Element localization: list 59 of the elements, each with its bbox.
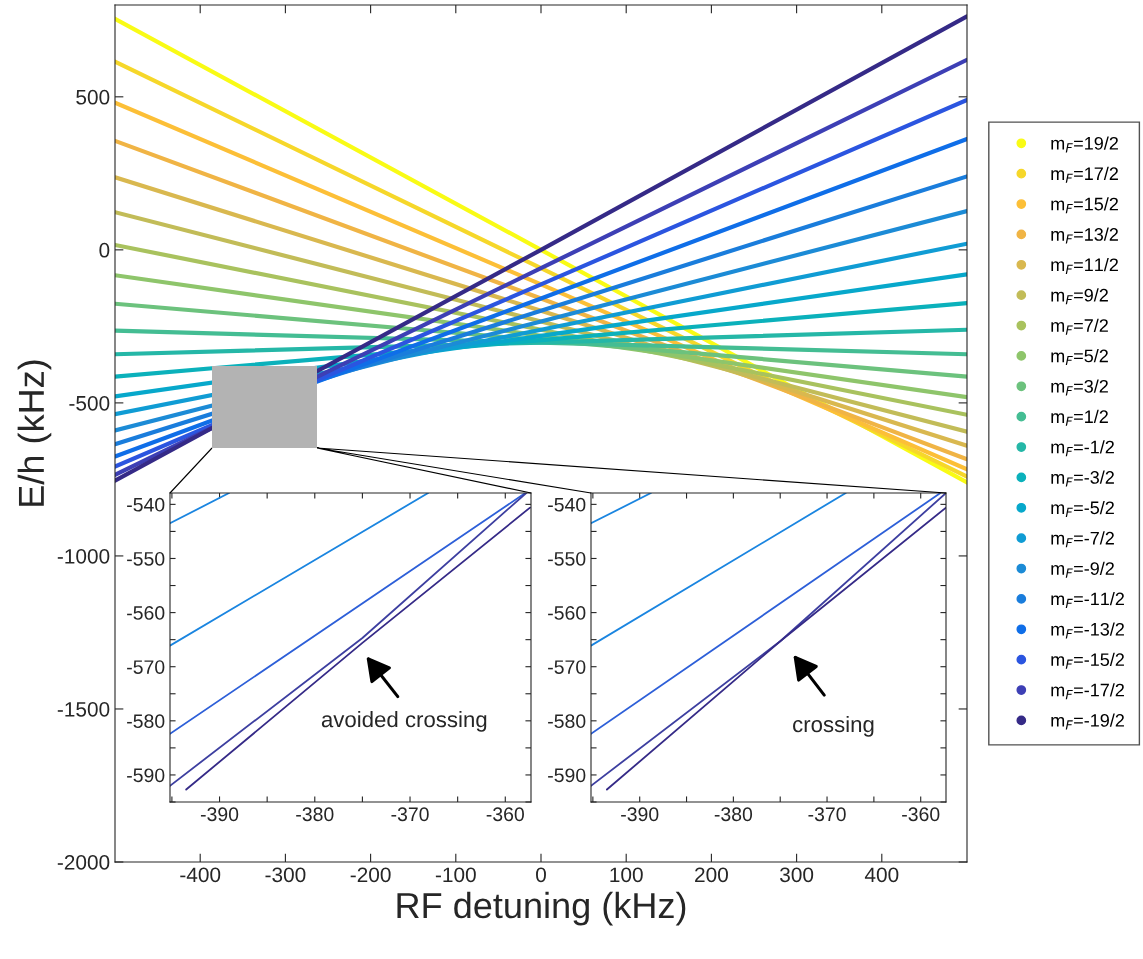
x-tick-label: -370 xyxy=(808,807,846,822)
x-tick-label: -380 xyxy=(296,807,334,822)
y-tick-label: -580 xyxy=(127,714,165,729)
y-tick-label: -1000 xyxy=(57,548,110,564)
x-axis-title: RF detuning (kHz) xyxy=(397,891,686,926)
y-tick-label: -540 xyxy=(548,497,586,512)
x-tick-label: 100 xyxy=(610,867,643,883)
y-tick-label: -590 xyxy=(548,768,586,783)
x-tick-label: -360 xyxy=(902,807,940,822)
annotation: avoided crossing xyxy=(321,710,487,732)
legend-label: m$_{F}$=-3/2 xyxy=(1051,470,1114,487)
legend-label: m$_{F}$=3/2 xyxy=(1051,379,1108,396)
y-tick-label: -560 xyxy=(127,606,165,620)
y-tick-label: 0 xyxy=(99,242,110,258)
legend-label: m$_{F}$=15/2 xyxy=(1051,197,1118,214)
legend-label: m$_{F}$=-13/2 xyxy=(1051,622,1124,639)
x-tick-label: -400 xyxy=(180,867,221,883)
y-tick-label: -540 xyxy=(127,497,165,512)
legend-label: m$_{F}$=-1/2 xyxy=(1051,440,1114,457)
legend-label: m$_{F}$=17/2 xyxy=(1051,166,1118,183)
legend-label: m$_{F}$=11/2 xyxy=(1051,257,1118,274)
y-tick-label: -570 xyxy=(548,660,586,674)
y-tick-label: -560 xyxy=(548,606,586,620)
y-tick-label: -500 xyxy=(69,395,110,411)
legend-label: m$_{F}$=9/2 xyxy=(1051,288,1108,305)
y-tick-label: -590 xyxy=(127,768,165,783)
x-tick-label: -100 xyxy=(435,867,476,883)
y-tick-label: -570 xyxy=(127,660,165,674)
y-tick-label: -2000 xyxy=(57,855,110,870)
y-tick-label: 500 xyxy=(76,89,110,105)
annotation: crossing xyxy=(793,715,874,737)
x-tick-label: 300 xyxy=(780,867,814,883)
y-tick-label: -1500 xyxy=(57,701,110,717)
legend-label: m$_{F}$=-5/2 xyxy=(1051,500,1114,517)
legend-label: m$_{F}$=-7/2 xyxy=(1051,531,1114,548)
legend-label: m$_{F}$=5/2 xyxy=(1051,349,1108,366)
x-tick-label: -390 xyxy=(621,807,659,822)
x-tick-label: 200 xyxy=(695,867,728,883)
x-tick-label: -200 xyxy=(350,867,391,883)
x-tick-label: 400 xyxy=(864,867,899,883)
legend-label: m$_{F}$=19/2 xyxy=(1051,136,1118,153)
legend-label: m$_{F}$=-19/2 xyxy=(1051,713,1124,730)
legend-label: m$_{F}$=-9/2 xyxy=(1051,561,1114,578)
x-tick-label: -380 xyxy=(714,807,753,822)
legend-label: m$_{F}$=7/2 xyxy=(1051,318,1108,335)
legend-label: m$_{F}$=13/2 xyxy=(1051,227,1118,244)
legend-label: m$_{F}$=1/2 xyxy=(1051,409,1108,426)
legend-label: m$_{F}$=-17/2 xyxy=(1051,683,1124,700)
x-tick-label: -370 xyxy=(391,807,429,822)
x-tick-label: -360 xyxy=(486,807,524,822)
y-tick-label: -580 xyxy=(548,714,586,729)
x-tick-label: -300 xyxy=(265,867,306,883)
x-tick-label: -390 xyxy=(200,807,239,822)
legend-label: m$_{F}$=-11/2 xyxy=(1051,592,1124,609)
legend-label: m$_{F}$=-15/2 xyxy=(1051,652,1124,669)
y-axis-title: E/h (kHz) xyxy=(17,360,52,506)
y-tick-label: -550 xyxy=(548,551,586,566)
x-tick-label: 0 xyxy=(536,867,546,883)
y-tick-label: -550 xyxy=(127,551,165,566)
